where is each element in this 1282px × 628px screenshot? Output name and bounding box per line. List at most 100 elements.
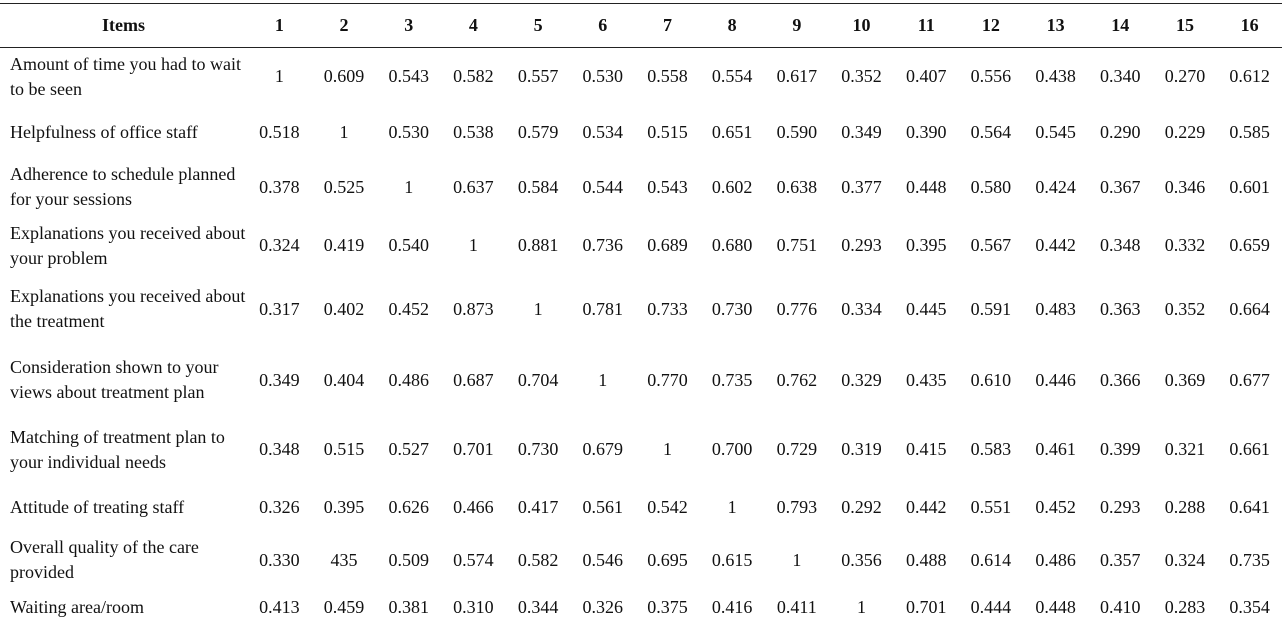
correlation-cell: 435 [330,549,358,570]
correlation-cell: 0.542 [647,497,688,517]
correlation-cell: 0.346 [1164,176,1206,197]
correlation-cell: 0.579 [517,121,559,142]
correlation-cell: 0.404 [323,369,365,390]
correlation-cell: 0.340 [1100,66,1141,87]
correlation-cell: 0.525 [323,176,365,197]
correlation-cell: 0.527 [388,439,429,459]
correlation-cell: 0.664 [1229,298,1270,319]
correlation-cell: 0.580 [970,176,1012,197]
correlation-cell: 1 [274,66,284,87]
correlation-cell: 0.442 [1035,235,1076,255]
correlation-cell: 0.614 [970,549,1012,570]
correlation-cell: 0.583 [970,439,1012,459]
correlation-cell: 0.545 [1035,121,1076,142]
correlation-cell: 0.651 [711,121,753,142]
correlation-cell: 0.288 [1164,497,1206,517]
correlation-cell: 0.700 [711,439,753,459]
correlation-cell: 0.395 [323,497,365,517]
correlation-cell: 0.348 [1100,235,1141,255]
correlation-cell: 0.448 [905,176,947,197]
correlation-cell: 0.459 [323,596,365,617]
correlation-cell: 0.602 [711,176,753,197]
correlation-cell: 0.546 [582,549,624,570]
correlation-cell: 0.448 [1035,596,1076,617]
correlation-cell: 0.677 [1229,369,1270,390]
correlation-cell: 0.776 [776,298,818,319]
correlation-cell: 0.543 [388,66,429,87]
column-header: 16 [1217,3,1282,48]
correlation-cell: 0.509 [388,549,429,570]
correlation-cell: 0.483 [1035,298,1076,319]
correlation-cell: 0.687 [453,369,494,390]
correlation-cell: 0.793 [776,497,818,517]
correlation-cell: 1 [727,497,737,517]
correlation-cell: 0.321 [1164,439,1206,459]
item-label: Waiting area/room [10,596,144,617]
correlation-cell: 0.348 [259,439,300,459]
correlation-cell: 0.354 [1229,596,1270,617]
table-row: Waiting area/room 0.413 0.459 0.381 0.310 0.3… [0,587,1282,628]
correlation-cell: 0.293 [841,235,882,255]
correlation-cell: 0.444 [970,596,1012,617]
correlation-cell: 0.609 [323,66,365,87]
correlation-cell: 0.584 [517,176,559,197]
correlation-cell: 0.729 [776,439,818,459]
correlation-cell: 1 [468,235,478,255]
correlation-cell: 0.442 [905,497,947,517]
correlation-cell: 0.399 [1100,439,1141,459]
correlation-cell: 0.873 [453,298,494,319]
correlation-cell: 0.466 [453,497,494,517]
column-header: 2 [311,3,377,48]
correlation-cell: 0.356 [841,549,882,570]
correlation-cell: 1 [339,121,349,142]
correlation-cell: 0.582 [453,66,494,87]
correlation-cell: 0.367 [1100,176,1141,197]
column-header: 1 [247,3,312,48]
correlation-cell: 0.530 [388,121,429,142]
item-label: Helpfulness of office staff [10,121,198,142]
correlation-cell: 0.591 [970,298,1012,319]
correlation-cell: 0.329 [841,369,882,390]
table-row: Adherence to schedule planned for your s… [0,159,1282,216]
correlation-cell: 0.332 [1164,235,1206,255]
correlation-cell: 0.445 [905,298,947,319]
column-header: 6 [570,3,636,48]
correlation-cell: 0.229 [1164,121,1206,142]
correlation-cell: 0.567 [970,235,1012,255]
correlation-cell: 0.486 [1035,549,1076,570]
correlation-cell: 0.617 [776,66,818,87]
correlation-cell: 0.326 [259,497,300,517]
correlation-cell: 0.543 [647,176,688,197]
column-header: 8 [699,3,765,48]
correlation-cell: 0.461 [1035,439,1076,459]
item-label: Adherence to schedule planned for your s… [10,164,236,209]
correlation-cell: 0.701 [453,439,494,459]
table-row: Consideration shown to your views about … [0,343,1282,418]
correlation-cell: 0.701 [905,596,947,617]
correlation-cell: 0.363 [1100,298,1141,319]
column-header: 7 [635,3,700,48]
correlation-cell: 1 [662,439,672,459]
correlation-cell: 0.395 [905,235,947,255]
correlation-cell: 0.582 [517,549,559,570]
correlation-cell: 0.435 [905,369,947,390]
correlation-cell: 0.733 [647,298,688,319]
correlation-cell: 0.417 [517,497,559,517]
correlation-cell: 0.626 [388,497,429,517]
correlation-cell: 0.270 [1164,66,1206,87]
correlation-cell: 0.730 [517,439,559,459]
correlation-cell: 0.637 [453,176,494,197]
correlation-cell: 0.424 [1035,176,1076,197]
correlation-cell: 0.452 [1035,497,1076,517]
correlation-cell: 0.770 [647,369,688,390]
correlation-cell: 1 [533,298,543,319]
correlation-cell: 0.486 [388,369,429,390]
correlation-cell: 0.557 [517,66,559,87]
correlation-cell: 0.402 [323,298,365,319]
correlation-cell: 0.601 [1229,176,1270,197]
correlation-cell: 0.375 [647,596,688,617]
correlation-cell: 0.641 [1229,497,1270,517]
correlation-cell: 0.534 [582,121,624,142]
correlation-cell: 0.416 [711,596,753,617]
